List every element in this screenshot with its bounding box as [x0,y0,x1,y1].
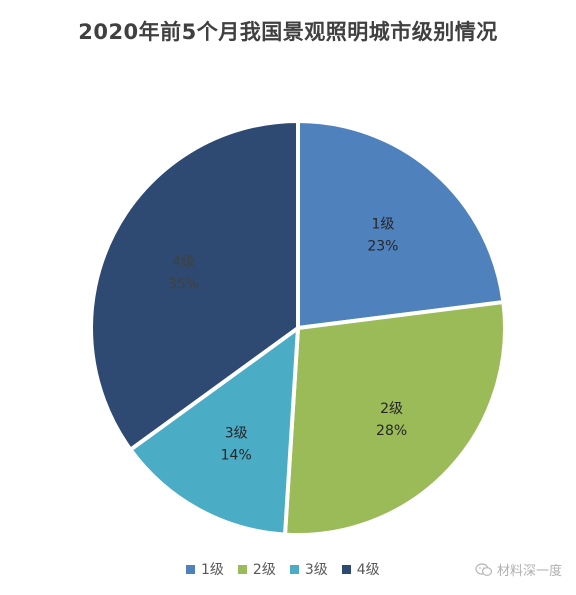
slice-percent-level-4: 35% [168,277,199,293]
legend-item-level-3: 3级 [289,559,328,579]
legend-label-level-1: 1级 [201,562,224,578]
slice-label-level-1: 1级 [371,217,394,233]
slice-label-level-3: 3级 [225,426,248,442]
pie-slice-level-2 [283,300,507,537]
wechat-icon [475,562,493,576]
slice-percent-level-3: 14% [221,448,252,464]
chart-title: 2020年前5个月我国景观照明城市级别情况 [78,20,498,44]
legend-item-level-1: 1级 [186,559,224,579]
legend-label-level-2: 2级 [252,562,276,578]
watermark: 材料深一度 [475,560,562,579]
legend-label-level-4: 4级 [356,562,380,578]
legend-swatch-level-4 [341,564,351,574]
watermark-text: 材料深一度 [496,564,562,579]
slice-percent-level-2: 28% [376,423,407,439]
slice-label-level-2: 2级 [380,401,403,417]
slice-percent-level-1: 23% [367,239,398,255]
legend-item-level-2: 2级 [237,559,276,579]
legend: 1级 2级 3级 4级 [186,559,380,579]
pie-slice-level-3 [128,326,300,537]
pie-slice-level-4 [89,119,300,452]
legend-swatch-level-1 [186,564,195,574]
pie-slice-level-1 [296,119,506,330]
slice-label-level-4: 4级 [172,255,195,271]
legend-label-level-3: 3级 [304,562,328,578]
legend-swatch-level-2 [237,564,247,574]
legend-item-level-4: 4级 [341,559,380,579]
legend-swatch-level-3 [289,564,299,574]
